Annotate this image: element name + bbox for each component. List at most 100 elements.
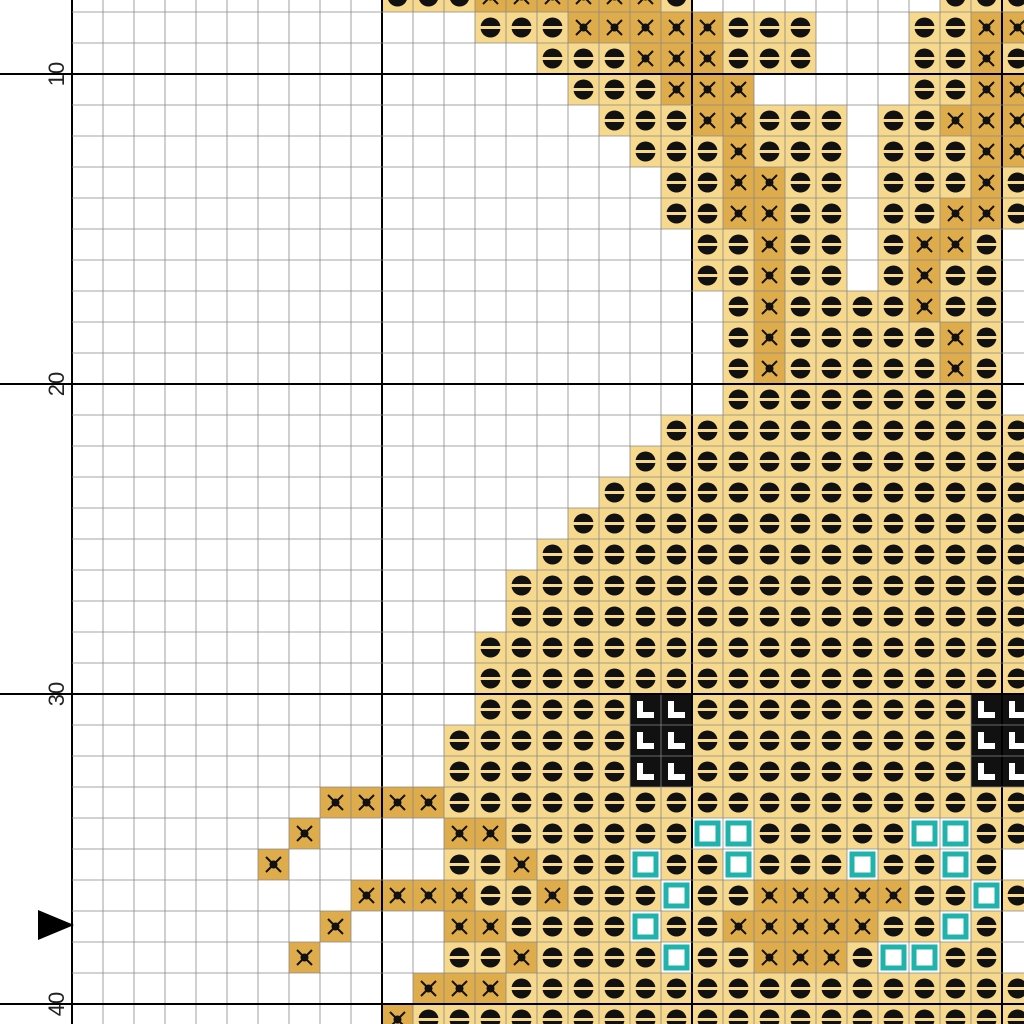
stitch (1002, 12, 1024, 43)
stitch (878, 105, 909, 136)
symbol-dot (424, 798, 433, 807)
stitch (723, 756, 754, 787)
stitch (971, 0, 1002, 12)
stitch (940, 880, 971, 911)
symbol-dot (581, 0, 586, 1)
stitch (940, 446, 971, 477)
stitch (816, 694, 847, 725)
symbol-dot (734, 922, 743, 931)
stitch (661, 539, 692, 570)
stitch (568, 725, 599, 756)
symbol-dot (920, 271, 929, 280)
stitch (971, 353, 1002, 384)
symbol-dot (765, 240, 774, 249)
symbol-dot (517, 860, 526, 869)
stitch (537, 43, 568, 74)
stitch (785, 601, 816, 632)
stitch (537, 818, 568, 849)
stitch (940, 663, 971, 694)
stitch (847, 632, 878, 663)
symbol (1008, 0, 1024, 7)
stitch (506, 601, 537, 632)
stitch (940, 1004, 971, 1024)
stitch (940, 12, 971, 43)
stitch (909, 384, 940, 415)
stitch (785, 942, 816, 973)
cell (661, 756, 692, 787)
center-arrow (38, 910, 74, 940)
stitch (475, 694, 506, 725)
stitch (785, 477, 816, 508)
stitch (506, 787, 537, 818)
symbol-dot (951, 240, 960, 249)
stitch (506, 570, 537, 601)
stitch (723, 74, 754, 105)
stitch (661, 43, 692, 74)
stitch (785, 663, 816, 694)
stitch (661, 911, 692, 942)
stitch (692, 539, 723, 570)
stitch (692, 136, 723, 167)
stitch (847, 415, 878, 446)
stitch (661, 415, 692, 446)
stitch (568, 12, 599, 43)
symbol-dot (703, 54, 712, 63)
stitch (847, 322, 878, 353)
stitch (692, 508, 723, 539)
symbol-dot (982, 209, 991, 218)
symbol-dot (982, 147, 991, 156)
stitch (816, 973, 847, 1004)
stitch (692, 942, 723, 973)
cell (475, 0, 506, 12)
stitch (692, 477, 723, 508)
stitch (630, 12, 661, 43)
stitch (661, 1004, 692, 1024)
stitch (847, 1004, 878, 1024)
stitch (599, 725, 630, 756)
stitch (630, 539, 661, 570)
stitch (444, 756, 475, 787)
stitch (754, 260, 785, 291)
stitch (630, 446, 661, 477)
stitch (1002, 105, 1024, 136)
stitch (754, 12, 785, 43)
stitch (599, 0, 630, 12)
symbol-dot (796, 891, 805, 900)
stitch (785, 167, 816, 198)
stitch (475, 12, 506, 43)
stitch (754, 663, 785, 694)
stitch (630, 477, 661, 508)
stitch (878, 818, 909, 849)
stitch (971, 787, 1002, 818)
stitch (661, 880, 692, 911)
stitch (1002, 539, 1024, 570)
symbol (637, 763, 654, 780)
symbol (942, 851, 969, 878)
stitch (413, 787, 444, 818)
stitch (785, 694, 816, 725)
stitch (971, 322, 1002, 353)
symbol-dot (393, 891, 402, 900)
stitch (630, 818, 661, 849)
symbol-dot (1013, 116, 1022, 125)
stitch (723, 942, 754, 973)
stitch (971, 260, 1002, 291)
stitch (754, 384, 785, 415)
stitch (723, 229, 754, 260)
stitch (785, 229, 816, 260)
symbol (880, 944, 907, 971)
cell (661, 725, 692, 756)
stitch (816, 632, 847, 663)
stitch (785, 911, 816, 942)
cell (1002, 105, 1024, 136)
stitch (444, 0, 475, 12)
stitch (971, 849, 1002, 880)
stitch (785, 291, 816, 322)
stitch (537, 0, 568, 12)
symbol-dot (982, 116, 991, 125)
symbol-dot (550, 0, 555, 1)
stitch (785, 136, 816, 167)
stitch (506, 942, 537, 973)
symbol-dot (486, 922, 495, 931)
stitch (1002, 167, 1024, 198)
